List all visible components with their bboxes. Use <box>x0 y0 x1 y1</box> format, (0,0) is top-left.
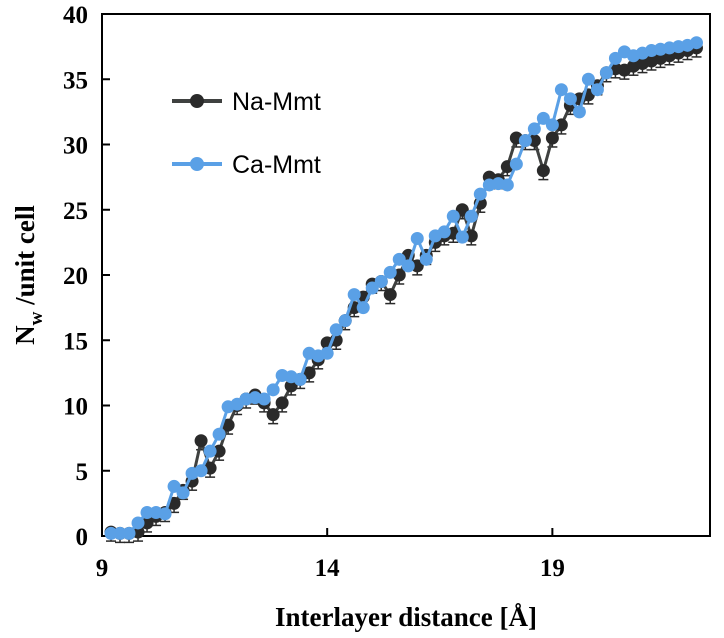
data-point-na-mmt <box>410 259 424 273</box>
x-axis-title: Interlayer distance [Å] <box>275 602 537 632</box>
data-point-na-mmt <box>536 164 550 178</box>
data-point-ca-mmt <box>203 444 217 458</box>
data-point-ca-mmt <box>212 427 226 441</box>
data-point-ca-mmt <box>689 36 703 50</box>
data-point-na-mmt <box>212 444 226 458</box>
series-ca-mmt <box>104 36 703 540</box>
y-tick-label: 30 <box>63 133 88 160</box>
legend-label-na-mmt: Na-Mmt <box>232 88 321 116</box>
data-point-ca-mmt <box>266 383 280 397</box>
data-point-na-mmt <box>140 516 154 530</box>
data-point-ca-mmt <box>293 372 307 386</box>
data-point-ca-mmt <box>383 265 397 279</box>
y-tick-label: 10 <box>63 394 88 421</box>
data-point-ca-mmt <box>356 301 370 315</box>
data-point-ca-mmt <box>572 105 586 119</box>
data-point-ca-mmt <box>338 314 352 328</box>
data-point-ca-mmt <box>104 526 118 540</box>
data-point-ca-mmt <box>401 259 415 273</box>
data-point-ca-mmt <box>158 507 172 521</box>
data-point-na-mmt <box>194 434 208 448</box>
data-point-ca-mmt <box>140 506 154 520</box>
data-point-na-mmt <box>527 134 541 148</box>
data-point-na-mmt <box>275 396 289 410</box>
y-tick-label: 25 <box>63 198 88 225</box>
data-point-ca-mmt <box>347 288 361 302</box>
data-point-ca-mmt <box>590 83 604 97</box>
data-point-ca-mmt <box>320 346 334 360</box>
data-point-na-mmt <box>383 288 397 302</box>
data-point-ca-mmt <box>257 392 271 406</box>
data-point-ca-mmt <box>113 526 127 540</box>
data-point-ca-mmt <box>365 281 379 295</box>
legend-marker-ca-mmt <box>190 157 204 171</box>
data-point-ca-mmt <box>536 111 550 125</box>
data-point-ca-mmt <box>608 51 622 65</box>
y-axis-title-sub: w <box>26 311 47 325</box>
data-point-ca-mmt <box>419 252 433 266</box>
data-point-ca-mmt <box>527 122 541 136</box>
data-point-ca-mmt <box>509 157 523 171</box>
data-point-ca-mmt <box>446 209 460 223</box>
legend-marker-na-mmt <box>190 94 204 108</box>
data-point-ca-mmt <box>167 479 181 493</box>
data-point-ca-mmt <box>131 516 145 530</box>
legend-label-ca-mmt: Ca-Mmt <box>232 151 321 179</box>
series-layer <box>104 36 703 544</box>
data-point-ca-mmt <box>455 230 469 244</box>
data-point-ca-mmt <box>464 209 478 223</box>
data-point-ca-mmt <box>518 134 532 148</box>
y-axis-title-main: N <box>10 325 40 345</box>
data-point-ca-mmt <box>392 252 406 266</box>
y-tick-label: 0 <box>76 524 89 551</box>
plot-area <box>101 13 711 537</box>
data-point-na-mmt <box>266 408 280 422</box>
data-point-ca-mmt <box>563 92 577 106</box>
data-point-ca-mmt <box>581 72 595 86</box>
data-point-na-mmt <box>284 379 298 393</box>
y-tick-label: 35 <box>63 67 88 94</box>
data-point-ca-mmt <box>437 225 451 239</box>
x-axis: 9 14 19 <box>96 528 565 582</box>
y-tick-label: 20 <box>63 263 88 290</box>
data-point-ca-mmt <box>122 526 136 540</box>
data-point-ca-mmt <box>329 323 343 337</box>
legend: Na-Mmt Ca-Mmt <box>172 88 321 179</box>
data-point-na-mmt <box>554 118 568 132</box>
data-point-ca-mmt <box>554 83 568 97</box>
data-point-ca-mmt <box>176 486 190 500</box>
y-axis-title-rest: /unit cell <box>10 205 40 312</box>
data-point-ca-mmt <box>410 231 424 245</box>
y-tick-label: 5 <box>76 459 89 486</box>
data-point-ca-mmt <box>599 66 613 80</box>
x-tick-label: 19 <box>540 555 565 582</box>
x-tick-label: 9 <box>96 555 109 582</box>
x-tick-label: 14 <box>315 555 341 582</box>
y-axis: 0 5 10 15 20 25 30 35 40 <box>63 2 110 551</box>
y-axis-title: Nw /unit cell <box>10 205 47 345</box>
data-point-ca-mmt <box>500 178 514 192</box>
data-point-na-mmt <box>545 131 559 145</box>
data-point-na-mmt <box>302 366 316 380</box>
y-tick-label: 40 <box>63 2 88 29</box>
data-point-ca-mmt <box>374 275 388 289</box>
y-tick-label: 15 <box>63 328 88 355</box>
data-point-ca-mmt <box>545 118 559 132</box>
data-point-na-mmt <box>455 203 469 217</box>
data-point-ca-mmt <box>194 464 208 478</box>
data-point-ca-mmt <box>473 187 487 201</box>
data-point-na-mmt <box>221 418 235 432</box>
